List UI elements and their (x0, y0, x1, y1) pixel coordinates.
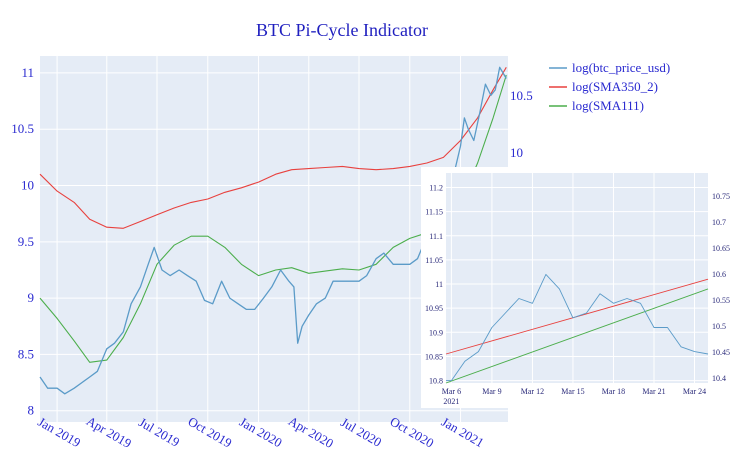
inset-x-tick-label: Mar 24 (683, 387, 706, 396)
inset-y-tick-label: 11.15 (425, 208, 443, 217)
inset-x-tick-label: Mar 12 (521, 387, 544, 396)
inset-x-tick-label: Mar 6 (442, 387, 461, 396)
main-y-tick-label: 10.5 (11, 121, 34, 136)
inset-y2-tick-label: 10.55 (712, 296, 730, 305)
inset-y-tick-label: 10.9 (429, 328, 443, 337)
inset-y-ticks: 10.8 10.85 10.9 10.95 11 11.05 11.1 11.15 11.2 (425, 183, 443, 385)
legend-label-sma350[interactable]: log(SMA350_2) (572, 79, 658, 94)
inset-series-line-sma111[interactable] (445, 288, 709, 384)
inset-y2-tick-label: 10.4 (712, 374, 726, 383)
inset-x-tick-label: Mar 9 (482, 387, 501, 396)
main-y2-tick-label: 10.5 (510, 88, 533, 103)
inset-y-tick-label: 11.1 (429, 232, 443, 241)
inset-y-tick-label: 10.85 (425, 352, 443, 361)
main-y-tick-label: 9 (28, 290, 35, 305)
inset-y2-tick-label: 10.5 (712, 322, 726, 331)
inset-y-tick-label: 10.8 (429, 377, 443, 386)
chart-title: BTC Pi-Cycle Indicator (256, 20, 428, 40)
main-y-ticks: 8 8.5 9 9.5 10 10.5 11 (11, 65, 34, 418)
inset-series-line-price[interactable] (446, 273, 709, 382)
inset-y2-tick-label: 10.65 (712, 244, 730, 253)
inset-x-ticks: Mar 6 Mar 9 Mar 12 Mar 15 Mar 18 Mar 21 Mar 24… (442, 387, 706, 406)
series-line-sma350[interactable] (39, 67, 507, 229)
inset-x-tick-year: 2021 (443, 397, 459, 406)
inset-plot-background (446, 173, 708, 383)
main-y2-tick-label: 10 (510, 145, 523, 160)
main-y-tick-label: 8.5 (18, 346, 34, 361)
legend-label-price[interactable]: log(btc_price_usd) (572, 60, 670, 75)
inset-y2-tick-label: 10.7 (712, 218, 726, 227)
inset-y2-tick-label: 10.75 (712, 192, 730, 201)
inset-series-group (445, 273, 709, 384)
inset-y2-ticks: 10.4 10.45 10.5 10.55 10.6 10.65 10.7 10.75 (712, 192, 730, 383)
inset-x-tick-label: Mar 21 (642, 387, 665, 396)
inset-x-tick-label: Mar 18 (602, 387, 625, 396)
main-y2-ticks: 10 10.5 (510, 88, 533, 160)
inset-y-tick-label: 11.05 (425, 256, 443, 265)
inset-y-tick-label: 11 (435, 280, 443, 289)
legend-label-sma111[interactable]: log(SMA111) (572, 98, 644, 113)
inset-y-tick-label: 11.2 (429, 183, 443, 192)
main-y-tick-label: 11 (21, 65, 34, 80)
inset-y2-tick-label: 10.45 (712, 348, 730, 357)
main-y-tick-label: 10 (21, 178, 34, 193)
main-y-tick-label: 9.5 (18, 234, 34, 249)
chart-legend: log(btc_price_usd) log(SMA350_2) log(SMA… (549, 60, 670, 113)
inset-x-tick-label: Mar 15 (561, 387, 584, 396)
main-y-tick-label: 8 (28, 403, 35, 418)
inset-y2-tick-label: 10.6 (712, 270, 726, 279)
inset-y-tick-label: 10.95 (425, 304, 443, 313)
